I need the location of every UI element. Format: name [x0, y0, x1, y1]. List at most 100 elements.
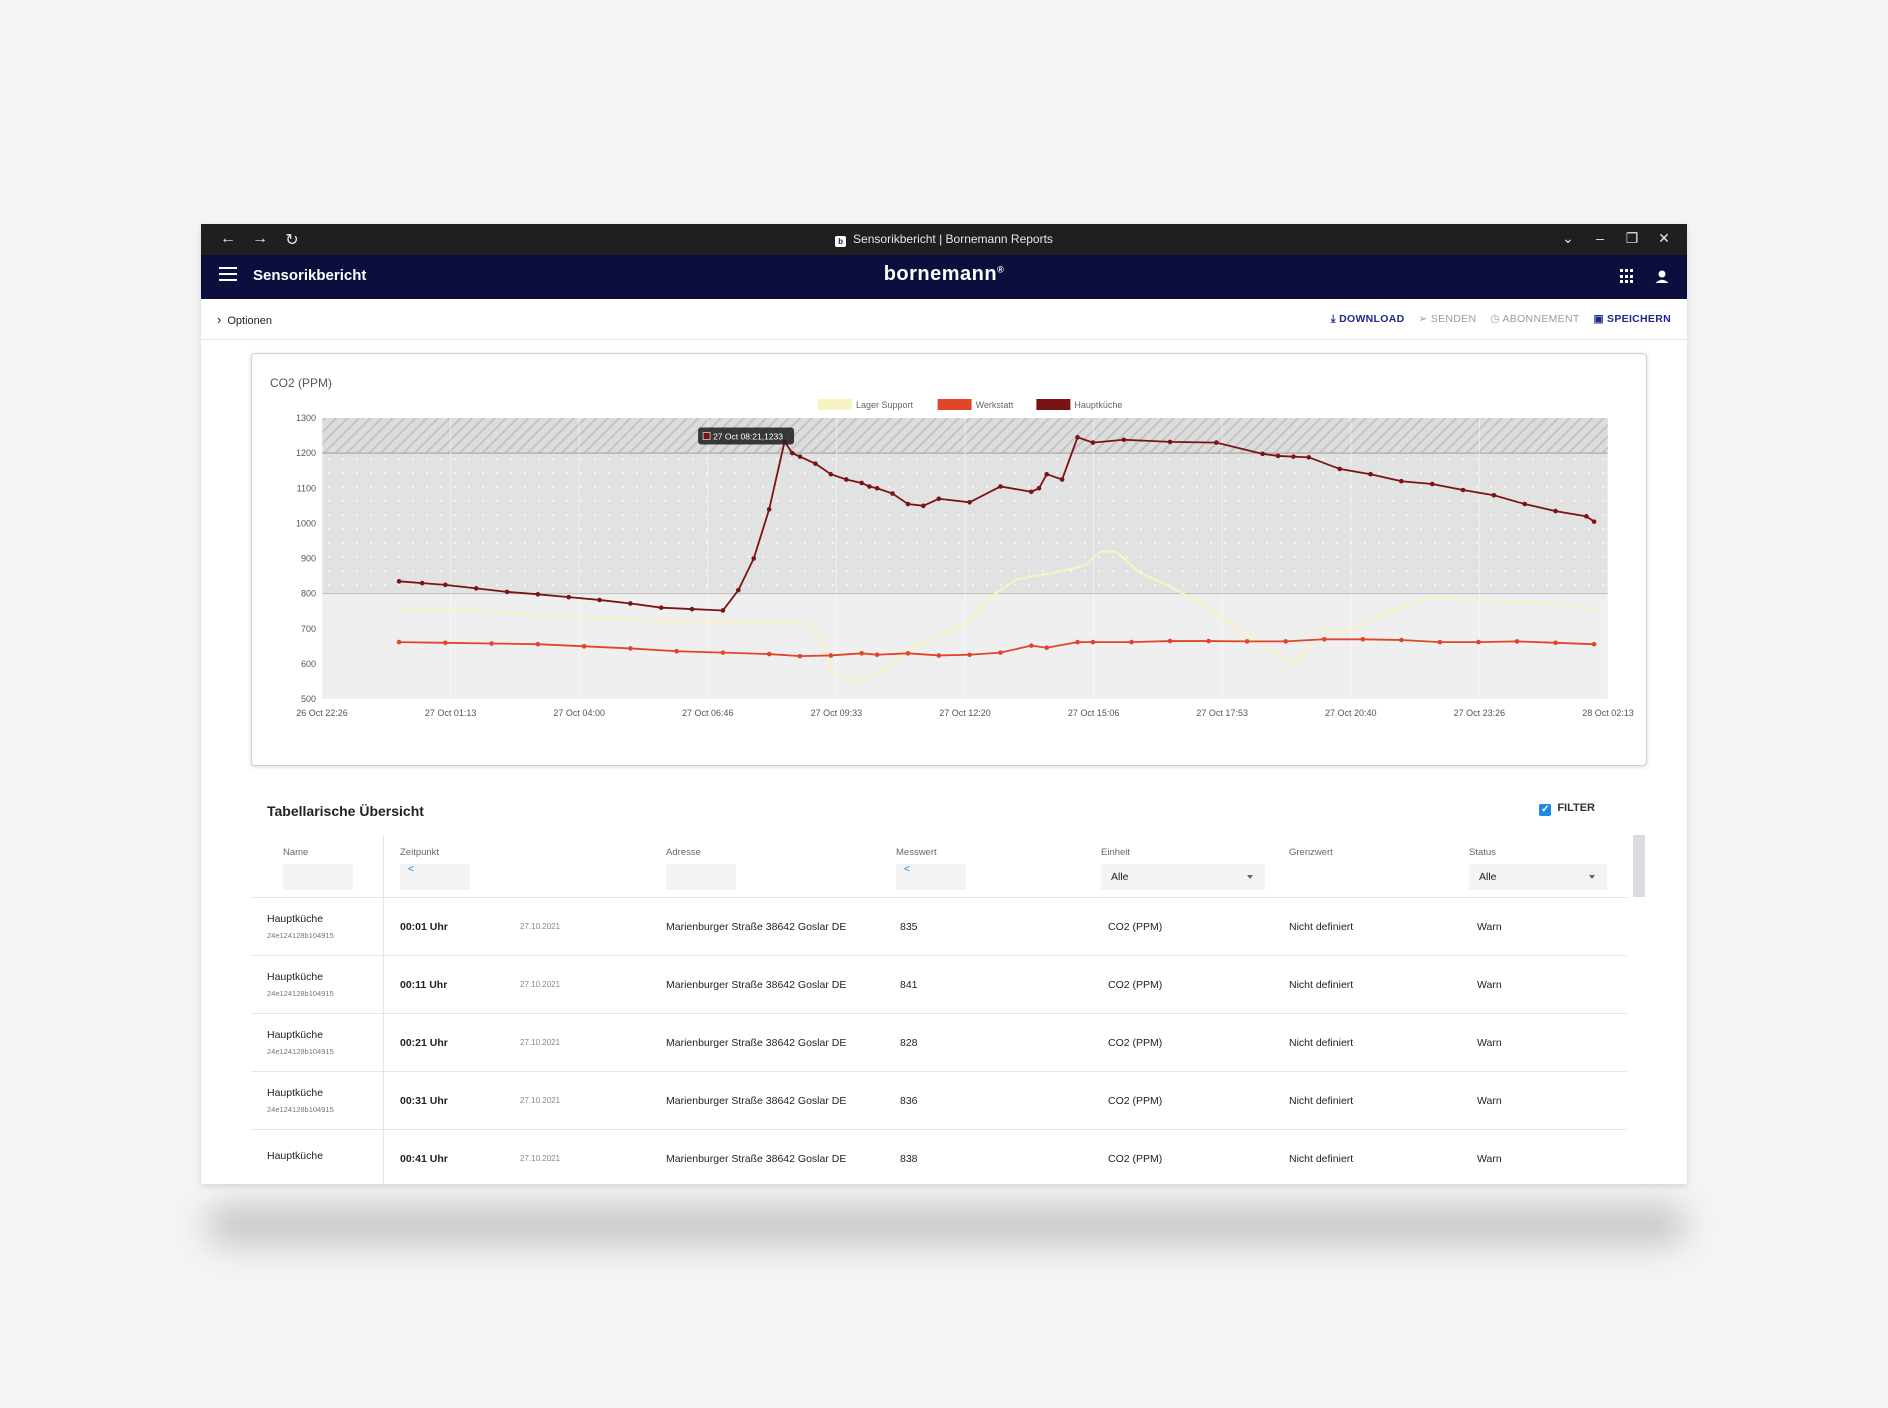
- chevron-down-icon[interactable]: ⌄: [1562, 230, 1574, 246]
- y-tick-label: 1200: [296, 448, 316, 458]
- chevron-right-icon: ›: [217, 312, 222, 327]
- data-point: [720, 608, 726, 613]
- col-grenzwert-label: Grenzwert: [1289, 847, 1333, 858]
- data-point: [597, 597, 602, 603]
- data-point: [1306, 455, 1312, 460]
- data-point: [504, 589, 510, 595]
- address-text: Marienburger Straße 38642 Goslar DE: [666, 1152, 847, 1165]
- unit-text: CO2 (PPM): [1108, 978, 1163, 991]
- data-point: [473, 586, 479, 591]
- data-point: [1206, 638, 1211, 644]
- adresse-filter-input[interactable]: [666, 864, 736, 890]
- download-button[interactable]: ⤓ DOWNLOAD: [1331, 313, 1405, 326]
- date-text: 27.10.2021: [520, 1154, 561, 1163]
- data-point: [890, 491, 895, 496]
- table-row[interactable]: Hauptküche 24e124128b104915 00:31 Uhr 27.10…: [251, 1071, 1627, 1130]
- data-point: [874, 485, 880, 491]
- status-text: Warn: [1477, 1152, 1502, 1165]
- x-tick-label: 27 Oct 17:53: [1196, 708, 1248, 718]
- unit-cell: CO2 (PPM): [1095, 897, 1283, 956]
- browser-window: ← → ↻ b Sensorikbericht | Bornemann Repor…: [201, 224, 1687, 1184]
- date-cell: 27.10.2021: [520, 897, 660, 956]
- reload-icon[interactable]: ↻: [285, 232, 299, 249]
- unit-cell: CO2 (PPM): [1095, 1013, 1283, 1072]
- apps-grid-icon[interactable]: [1620, 269, 1635, 284]
- close-icon[interactable]: ✕: [1658, 230, 1670, 246]
- table-row[interactable]: Hauptküche 24e124128b104915 00:01 Uhr 27.10…: [251, 897, 1627, 956]
- abonnement-button[interactable]: ◷ ABONNEMENT: [1490, 313, 1579, 326]
- status-select[interactable]: Alle: [1469, 864, 1607, 890]
- options-bar: › Optionen ⤓ DOWNLOAD ➢ SENDEN ◷ ABONNEME…: [201, 299, 1687, 340]
- forward-arrow-icon[interactable]: →: [252, 230, 268, 247]
- y-tick-label: 600: [301, 659, 316, 669]
- data-point: [581, 644, 587, 649]
- time-text: 00:11 Uhr: [400, 978, 448, 991]
- speichern-button[interactable]: ▣ SPEICHERN: [1594, 313, 1671, 326]
- logo-mark: ®: [997, 264, 1005, 275]
- table-scrollbar[interactable]: [1633, 835, 1645, 897]
- status-cell: Warn: [1463, 1071, 1627, 1130]
- unit-cell: CO2 (PPM): [1095, 955, 1283, 1014]
- options-toggle[interactable]: › Optionen: [217, 312, 272, 327]
- data-point: [1075, 639, 1080, 645]
- filter-toggle[interactable]: ✓ FILTER: [1539, 802, 1595, 816]
- y-tick-label: 700: [301, 624, 316, 634]
- minimize-icon[interactable]: –: [1596, 230, 1604, 246]
- user-account-icon[interactable]: [1652, 267, 1672, 287]
- address-cell: Marienburger Straße 38642 Goslar DE: [660, 1129, 890, 1184]
- date-text: 27.10.2021: [520, 1096, 561, 1105]
- col-grenzwert: Grenzwert: [1283, 835, 1463, 898]
- unit-text: CO2 (PPM): [1108, 920, 1163, 933]
- col-status-label: Status: [1469, 847, 1496, 858]
- time-cell: 00:31 Uhr: [383, 1071, 520, 1130]
- col-zeitpunkt: Zeitpunkt <: [383, 835, 660, 898]
- time-text: 00:41 Uhr: [400, 1152, 448, 1165]
- data-point: [1036, 485, 1042, 491]
- tooltip-text: 27 Oct 08:21,1233: [713, 432, 783, 442]
- sensor-name: Hauptküche: [267, 1149, 324, 1162]
- x-tick-label: 27 Oct 09:33: [811, 708, 863, 718]
- data-point: [628, 601, 633, 606]
- back-arrow-icon[interactable]: ←: [220, 230, 236, 247]
- app-title: Sensorikbericht: [253, 267, 367, 284]
- unit-cell: CO2 (PPM): [1095, 1129, 1283, 1184]
- data-point: [874, 652, 880, 658]
- status-text: Warn: [1477, 1036, 1502, 1049]
- table-row[interactable]: Hauptküche 00:41 Uhr 27.10.2021 Marienburge…: [251, 1129, 1627, 1184]
- data-point: [797, 454, 803, 459]
- x-tick-label: 27 Oct 06:46: [682, 708, 734, 718]
- value-cell: 836: [890, 1071, 1095, 1130]
- checkbox-checked-icon[interactable]: ✓: [1539, 804, 1552, 816]
- date-cell: 27.10.2021: [520, 1071, 660, 1130]
- date-text: 27.10.2021: [520, 980, 561, 989]
- x-tick-label: 27 Oct 20:40: [1325, 708, 1377, 718]
- unit-text: CO2 (PPM): [1108, 1152, 1163, 1165]
- time-cell: 00:41 Uhr: [383, 1129, 520, 1184]
- browser-titlebar: ← → ↻ b Sensorikbericht | Bornemann Repor…: [201, 224, 1687, 255]
- messwert-filter-input[interactable]: <: [896, 864, 966, 890]
- data-point: [674, 648, 679, 654]
- data-point: [967, 652, 972, 658]
- einheit-select[interactable]: Alle: [1101, 864, 1265, 890]
- restore-icon[interactable]: ❐: [1625, 230, 1639, 246]
- data-point: [1291, 454, 1296, 459]
- data-point: [843, 477, 849, 482]
- name-filter-input[interactable]: [283, 864, 353, 890]
- hamburger-menu-icon[interactable]: [219, 267, 237, 281]
- tab-title: b Sensorikbericht | Bornemann Reports: [201, 232, 1687, 247]
- data-point: [905, 501, 911, 507]
- value-text: 828: [900, 1036, 918, 1049]
- unit-cell: CO2 (PPM): [1095, 1071, 1283, 1130]
- value-cell: 835: [890, 897, 1095, 956]
- senden-button[interactable]: ➢ SENDEN: [1418, 313, 1476, 326]
- y-tick-label: 1300: [296, 413, 316, 423]
- y-tick-label: 500: [301, 694, 316, 704]
- zeitpunkt-filter-input[interactable]: <: [400, 864, 470, 890]
- data-point: [1029, 489, 1034, 495]
- status-text: Warn: [1477, 1094, 1502, 1107]
- x-tick-label: 27 Oct 01:13: [425, 708, 477, 718]
- table-row[interactable]: Hauptküche 24e124128b104915 00:11 Uhr 27.10…: [251, 955, 1627, 1014]
- data-point: [419, 580, 425, 586]
- table-row[interactable]: Hauptküche 24e124128b104915 00:21 Uhr 27.10…: [251, 1013, 1627, 1072]
- legend-swatch: [818, 399, 852, 410]
